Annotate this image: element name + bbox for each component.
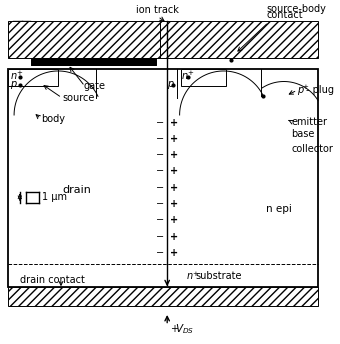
Bar: [8, 287, 318, 307]
Text: $V_{DS}$: $V_{DS}$: [175, 322, 194, 336]
Text: collector: collector: [292, 144, 334, 154]
Text: −: −: [156, 166, 165, 176]
Text: +: +: [187, 70, 193, 76]
Text: gate: gate: [84, 81, 106, 91]
Text: 1 μm: 1 μm: [42, 192, 67, 202]
Text: −: −: [156, 215, 165, 225]
Text: +: +: [170, 199, 178, 209]
Text: source-body: source-body: [267, 3, 326, 13]
Text: p: p: [297, 85, 304, 95]
Bar: [159, 21, 318, 57]
Bar: [8, 69, 318, 287]
Text: +: +: [170, 118, 178, 128]
Text: n epi: n epi: [266, 204, 292, 214]
Bar: [8, 69, 58, 86]
Text: body: body: [41, 114, 65, 124]
Bar: [181, 69, 225, 86]
Text: −: −: [156, 150, 165, 160]
Text: +: +: [302, 84, 308, 90]
Text: −: −: [156, 118, 165, 128]
Text: −: −: [156, 134, 165, 144]
Text: +: +: [170, 183, 178, 193]
Text: drain: drain: [63, 185, 92, 195]
Text: drain contact: drain contact: [20, 275, 85, 284]
Text: n: n: [186, 271, 192, 281]
Text: −: −: [156, 183, 165, 193]
Text: −: −: [156, 199, 165, 209]
Text: n: n: [182, 71, 188, 81]
Bar: [31, 57, 156, 65]
Text: +: +: [170, 150, 178, 160]
Text: +: +: [170, 215, 178, 225]
Text: p: p: [167, 79, 173, 89]
Text: +: +: [171, 324, 182, 334]
Text: - plug: - plug: [306, 85, 334, 95]
Text: source: source: [62, 93, 94, 103]
Text: p: p: [10, 79, 17, 89]
Text: base: base: [292, 129, 315, 139]
Text: emitter: emitter: [292, 117, 327, 127]
Bar: [8, 21, 159, 57]
Text: ion track: ion track: [136, 6, 179, 15]
Text: −: −: [156, 248, 165, 258]
Text: contact: contact: [267, 10, 303, 20]
Text: n: n: [10, 71, 16, 81]
Text: −: −: [156, 232, 165, 241]
Text: substrate: substrate: [196, 271, 242, 281]
Text: +: +: [170, 232, 178, 241]
Text: +: +: [170, 248, 178, 258]
Text: +: +: [170, 134, 178, 144]
Text: +: +: [170, 166, 178, 176]
Text: +: +: [16, 70, 22, 76]
Text: +: +: [192, 271, 198, 277]
